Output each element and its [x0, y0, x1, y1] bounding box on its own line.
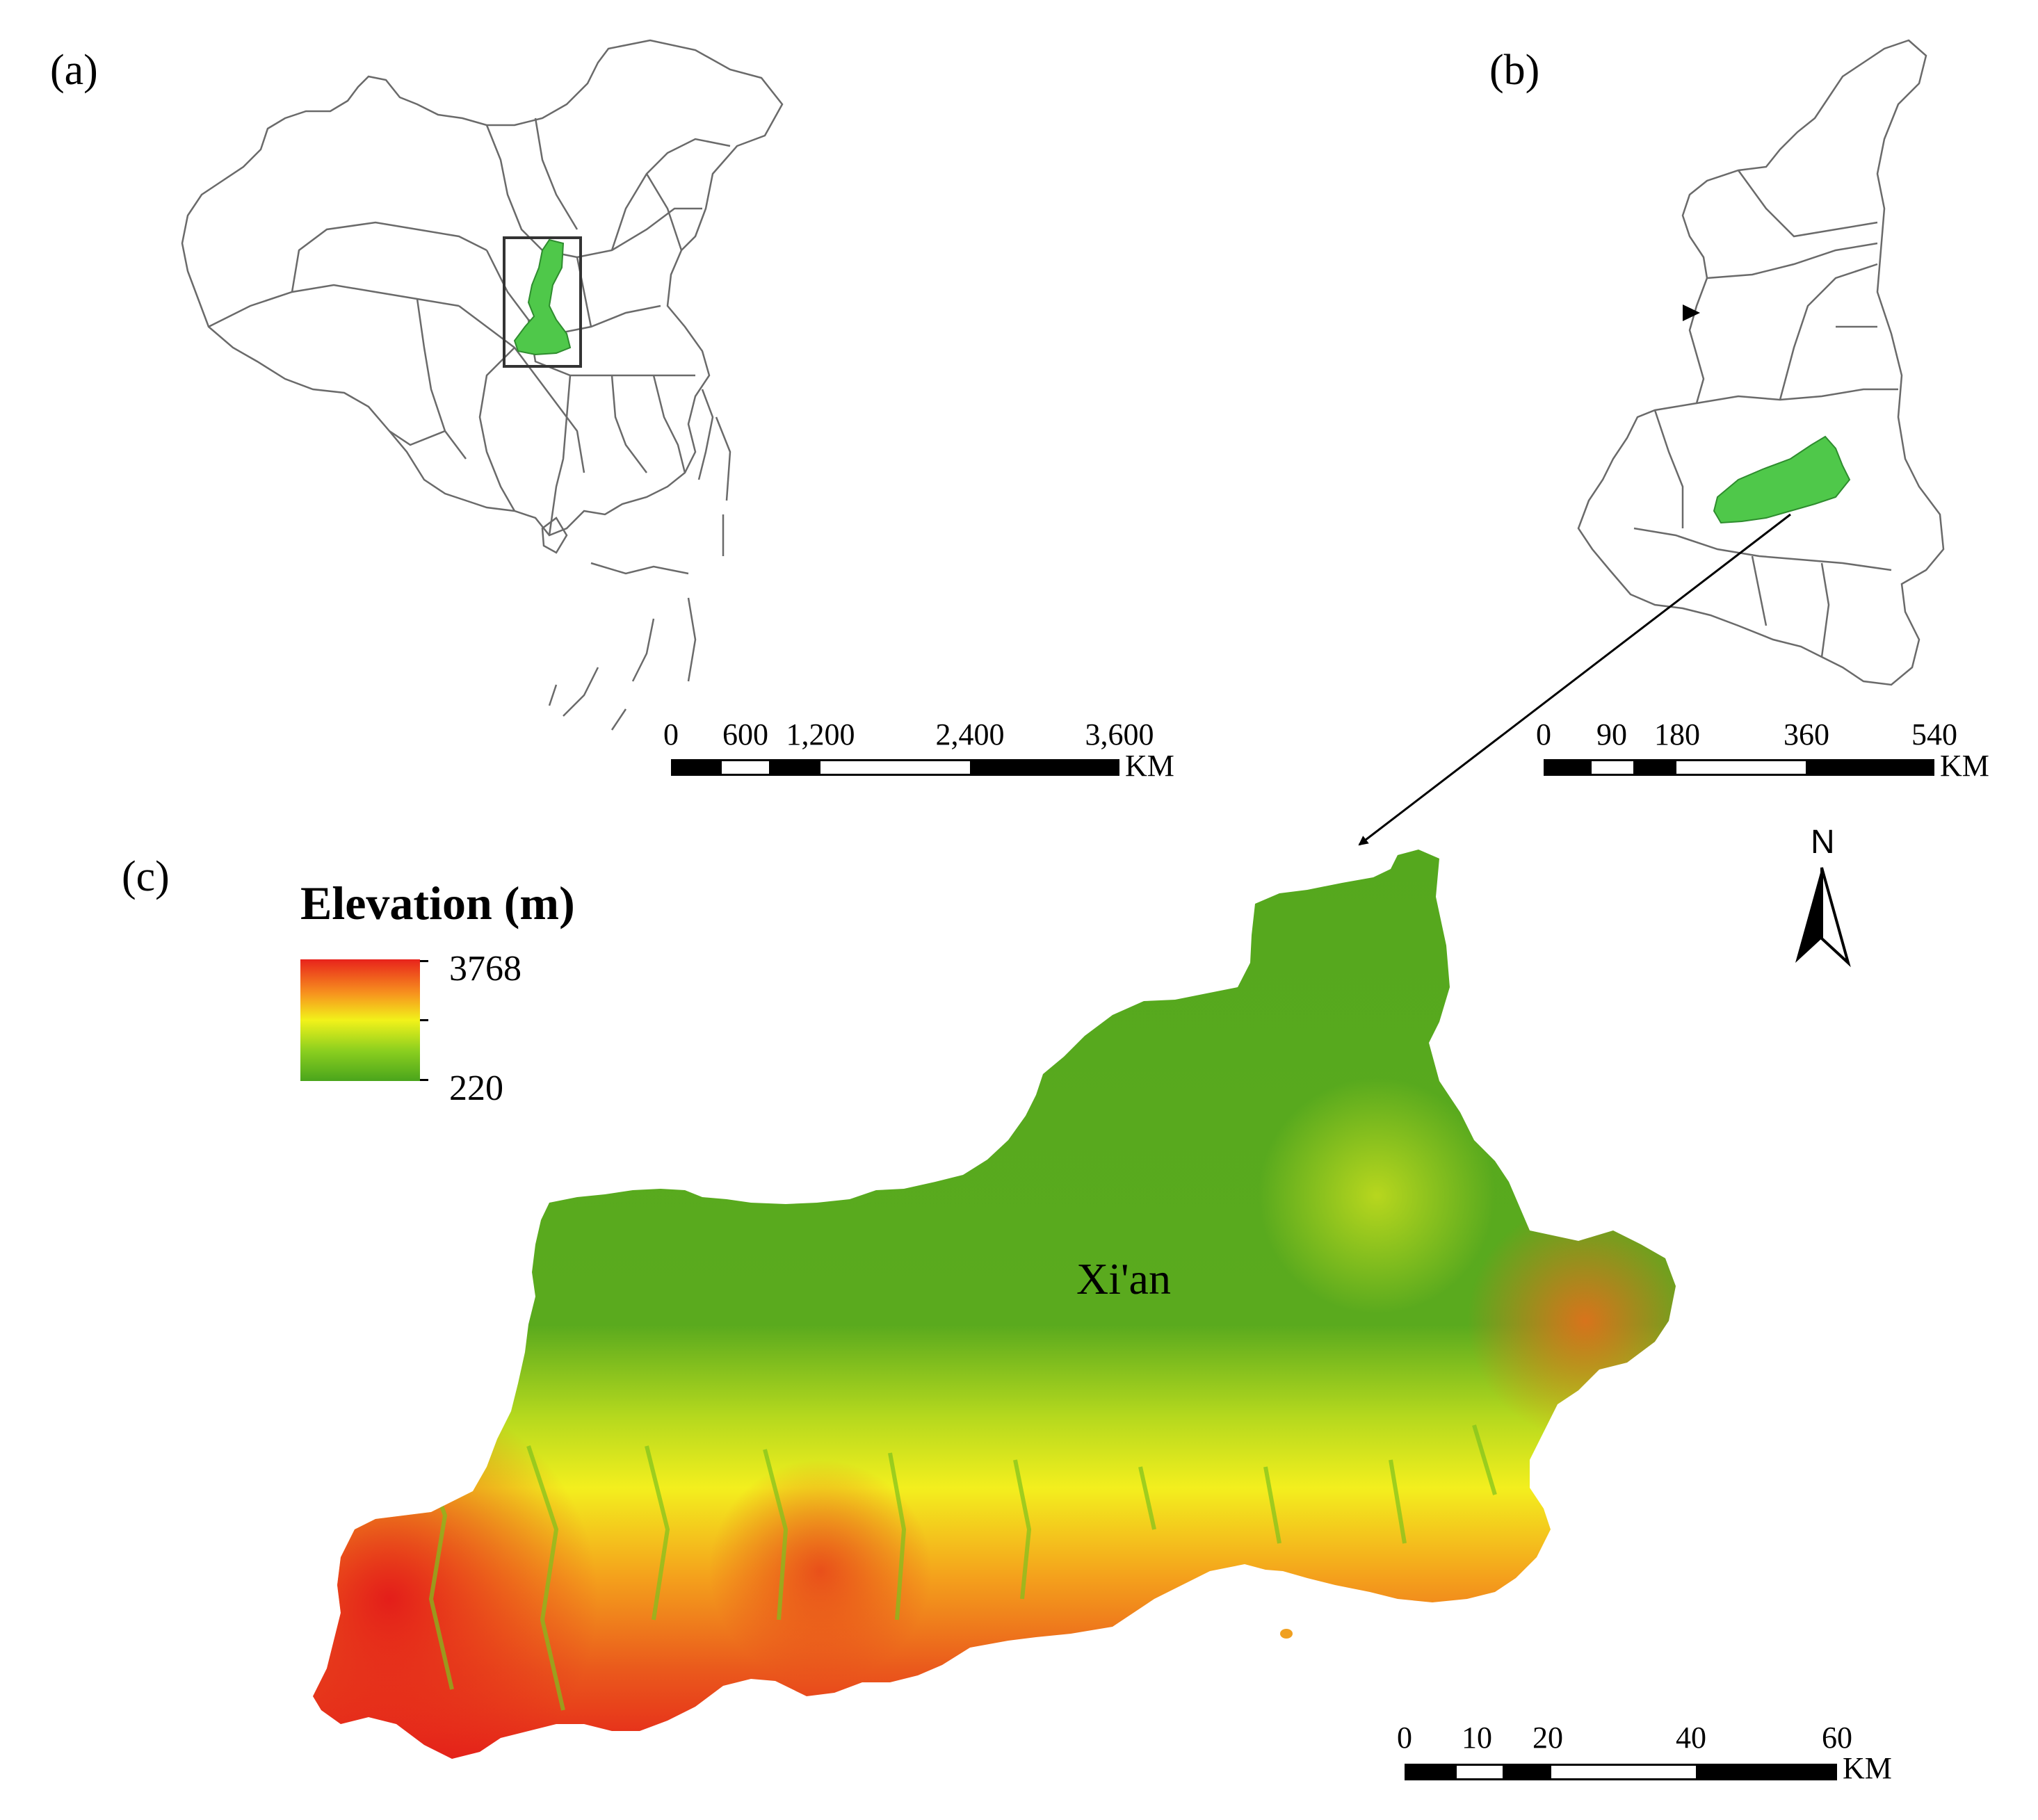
scalebar-a-bar [671, 759, 1119, 776]
scalebar-c-tick: 40 [1676, 1721, 1706, 1755]
scalebar-b-bar [1544, 759, 1934, 776]
scalebar-c-tick: 0 [1397, 1721, 1412, 1755]
legend-tick-top [420, 960, 428, 962]
china-outline [181, 39, 784, 537]
scalebar-a-tick: 3,600 [1085, 717, 1154, 751]
outlier-patch [1280, 1629, 1293, 1639]
panel-b-label: (b) [1489, 47, 1540, 94]
scalebar-b-tick: 90 [1596, 717, 1627, 751]
legend-min-value: 220 [449, 1069, 503, 1108]
scalebar-a-unit: KM [1125, 749, 1174, 783]
panel-c-label: (c) [122, 853, 170, 900]
locator-box-a [503, 236, 582, 368]
scalebar-b-tick: 0 [1536, 717, 1551, 751]
north-arrow-label: N [1811, 824, 1835, 861]
legend-tick-mid [420, 1019, 428, 1021]
xian-label: Xi'an [1076, 1254, 1171, 1303]
scalebar-c-unit: KM [1843, 1751, 1892, 1785]
scalebar-a-tick: 0 [663, 717, 679, 751]
scalebar-b-tick: 540 [1911, 717, 1957, 751]
scalebar-a-tick: 600 [722, 717, 768, 751]
scalebar-b-unit: KM [1940, 749, 1989, 783]
scalebar-a-tick: 2,400 [935, 717, 1005, 751]
legend-color-ramp [300, 959, 420, 1081]
legend-max-value: 3768 [449, 949, 521, 989]
scalebar-c-bar [1405, 1764, 1837, 1780]
legend-tick-bottom [420, 1079, 428, 1081]
xian-highlight-b [1713, 435, 1851, 524]
pointer-triangle-icon [1683, 304, 1700, 321]
shaanxi-outline [1577, 39, 1945, 686]
scalebar-c-tick: 10 [1462, 1721, 1492, 1755]
scalebar-a-tick: 1,200 [786, 717, 855, 751]
scalebar-c-tick: 60 [1822, 1721, 1852, 1755]
shaanxi-highlight-a [513, 238, 572, 356]
panel-a-label: (a) [50, 47, 98, 94]
legend-title: Elevation (m) [300, 877, 575, 929]
scalebar-c-tick: 20 [1532, 1721, 1563, 1755]
scalebar-b-tick: 180 [1654, 717, 1700, 751]
scalebar-b-tick: 360 [1784, 717, 1829, 751]
